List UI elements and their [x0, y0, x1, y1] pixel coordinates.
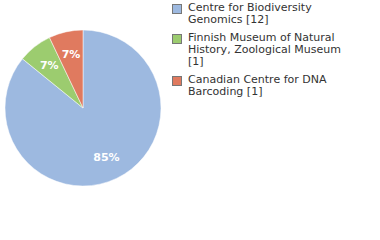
html-text:Centre for Biodiversity Genomi: Centre for Biodiversity Genomics [12] [188, 1, 312, 26]
svg-text:7%: 7% [40, 59, 59, 72]
svg-text:7%: 7% [62, 48, 81, 61]
html-text:Finnish Museum of Natural Hist: Finnish Museum of Natural History, Zoolo… [188, 31, 341, 68]
html-text:Canadian Centre for DNA Barcod: Canadian Centre for DNA Barcoding [1] [188, 73, 327, 98]
svg-text:85%: 85% [93, 151, 119, 164]
